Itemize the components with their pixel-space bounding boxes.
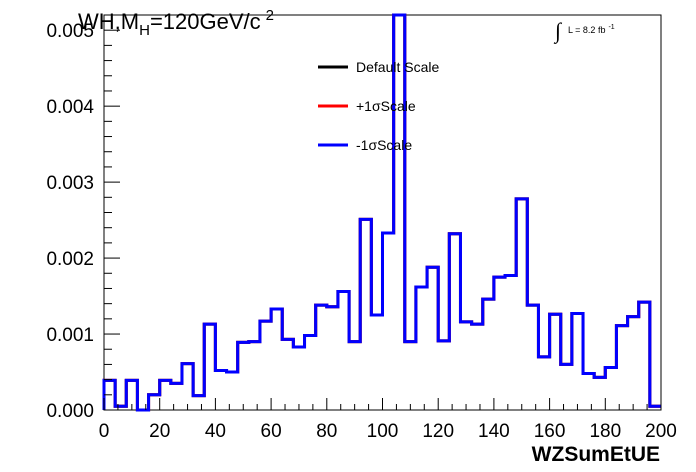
y-tick-label: 0.004 xyxy=(46,97,94,118)
x-tick-label: 60 xyxy=(261,421,282,442)
x-tick-label: 140 xyxy=(478,421,510,442)
y-tick-label: 0.002 xyxy=(46,249,94,270)
series-line-2 xyxy=(102,13,661,412)
x-tick-label: 0 xyxy=(99,421,110,442)
title-superscript: 2 xyxy=(266,7,274,24)
lumi-integral-sign: ∫ xyxy=(553,18,563,44)
title-main: WH,M xyxy=(78,9,139,34)
y-tick-label: 0.000 xyxy=(46,401,94,422)
x-axis-label: WZSumEtUE xyxy=(532,443,660,466)
lumi-text: L = 8.2 fb xyxy=(568,25,605,35)
title-subscript: H xyxy=(139,22,150,39)
title-rest: =120GeV/c xyxy=(150,9,261,34)
legend-entry-1: +1σScale xyxy=(356,98,416,114)
x-tick-label: 100 xyxy=(367,421,399,442)
x-tick-label: 20 xyxy=(149,421,170,442)
x-tick-label: 120 xyxy=(422,421,454,442)
lumi-label: L = 8.2 fb -1 xyxy=(568,24,615,35)
lumi-superscript: -1 xyxy=(608,24,614,31)
y-tick-label: 0.003 xyxy=(46,173,94,194)
x-tick-label: 160 xyxy=(534,421,566,442)
legend-entry-2: -1σScale xyxy=(356,137,412,153)
x-tick-label: 200 xyxy=(645,421,677,442)
legend-entry-0: Default Scale xyxy=(356,59,439,75)
x-tick-label: 80 xyxy=(316,421,337,442)
x-tick-label: 180 xyxy=(589,421,621,442)
y-tick-label: 0.005 xyxy=(46,21,94,42)
chart-title: WH,MH=120GeV/c 2 xyxy=(78,7,274,39)
legend: Default Scale +1σScale -1σScale xyxy=(318,59,439,153)
x-tick-label: 40 xyxy=(205,421,226,442)
y-tick-label: 0.001 xyxy=(46,325,94,346)
